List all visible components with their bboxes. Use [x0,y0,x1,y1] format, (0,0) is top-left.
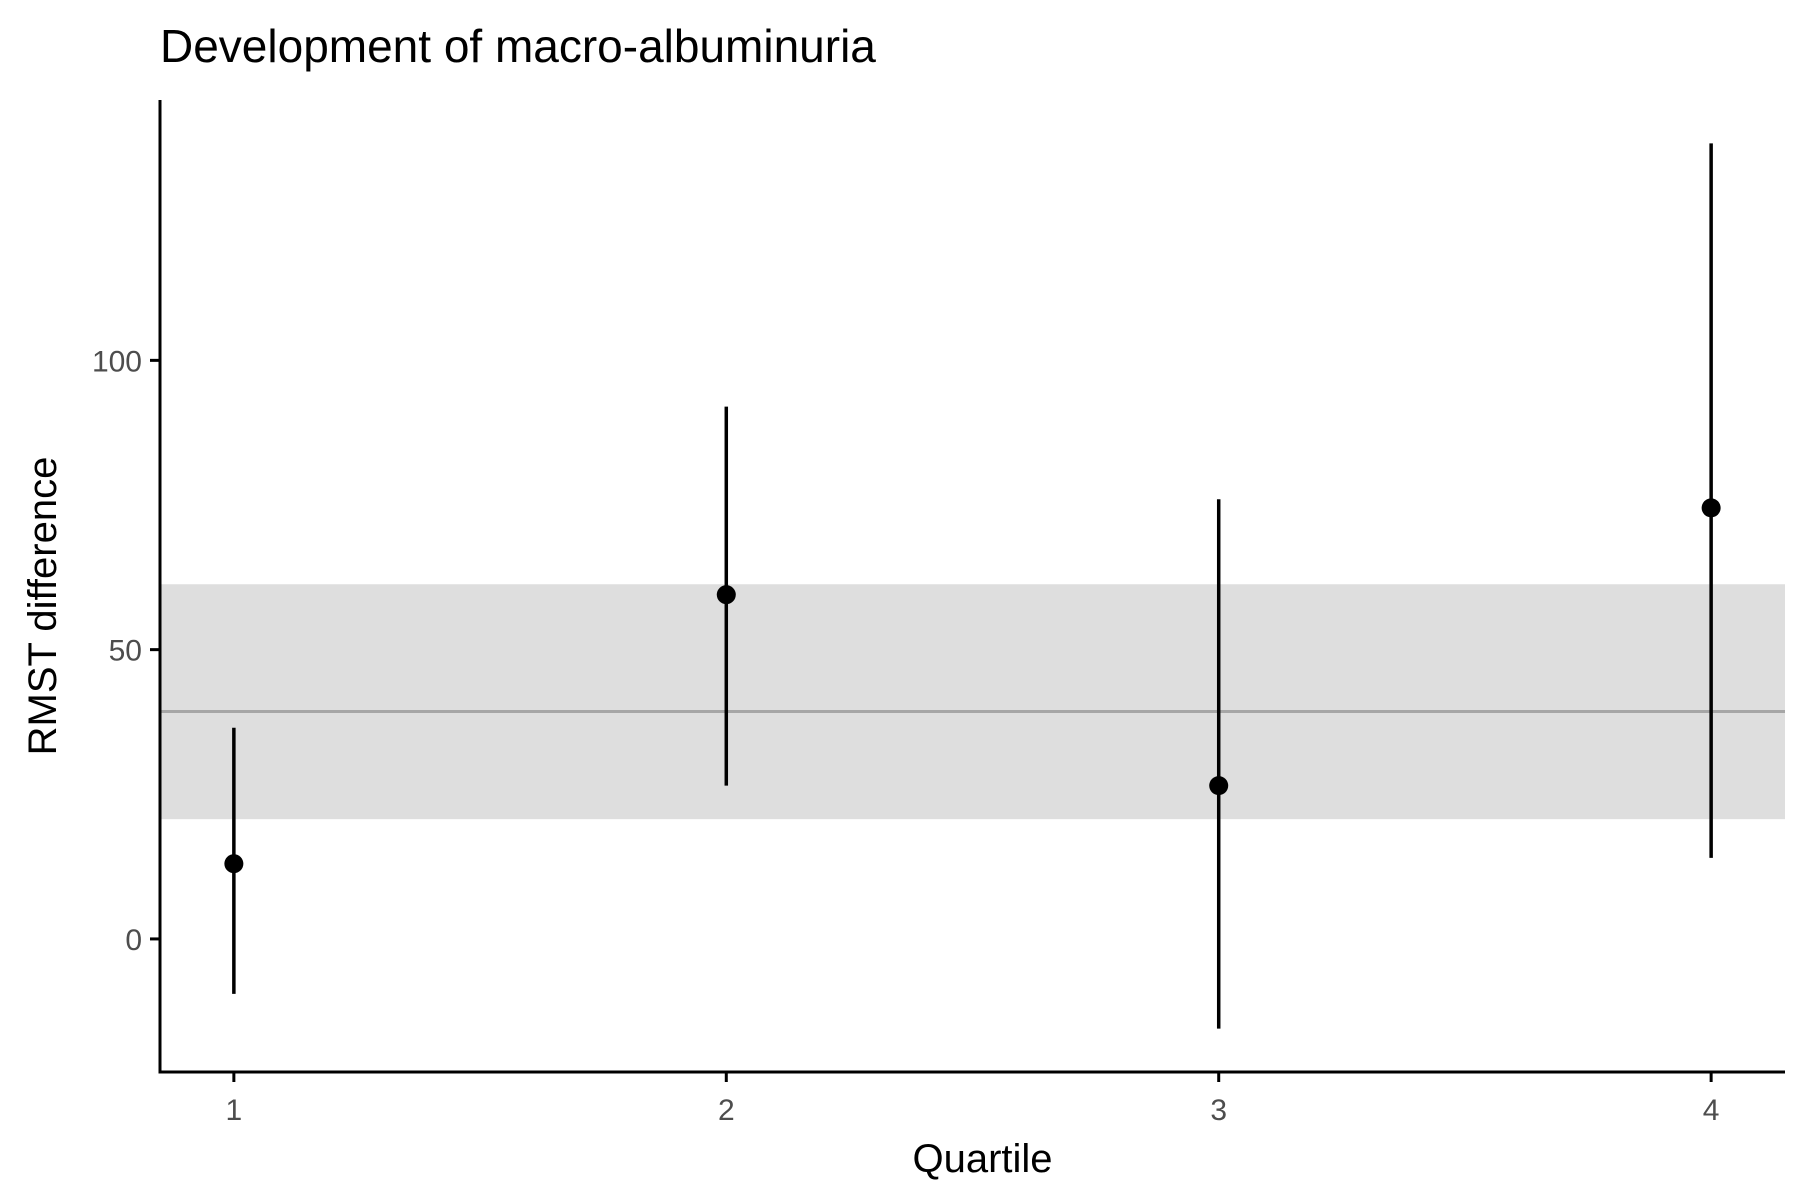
overall-band-layer [160,584,1785,820]
marks-layer [224,143,1721,1029]
y-axis-title: RMST difference [21,457,65,756]
x-tick-label: 1 [226,1094,243,1127]
data-point [1209,776,1229,796]
data-point [224,854,244,874]
y-tick-label: 50 [109,635,142,668]
chart-title: Development of macro-albuminuria [160,20,876,72]
x-tick-label: 2 [718,1094,735,1127]
axes-layer: 0 50 100 1 2 3 4 [92,100,1785,1127]
y-tick-label: 100 [92,345,142,378]
overall-ci-band [160,584,1785,820]
data-point [716,585,736,605]
x-tick-label: 4 [1703,1094,1720,1127]
data-point [1701,498,1721,518]
y-tick-label: 0 [125,924,142,957]
x-tick-label: 3 [1210,1094,1227,1127]
x-axis-title: Quartile [912,1137,1052,1181]
